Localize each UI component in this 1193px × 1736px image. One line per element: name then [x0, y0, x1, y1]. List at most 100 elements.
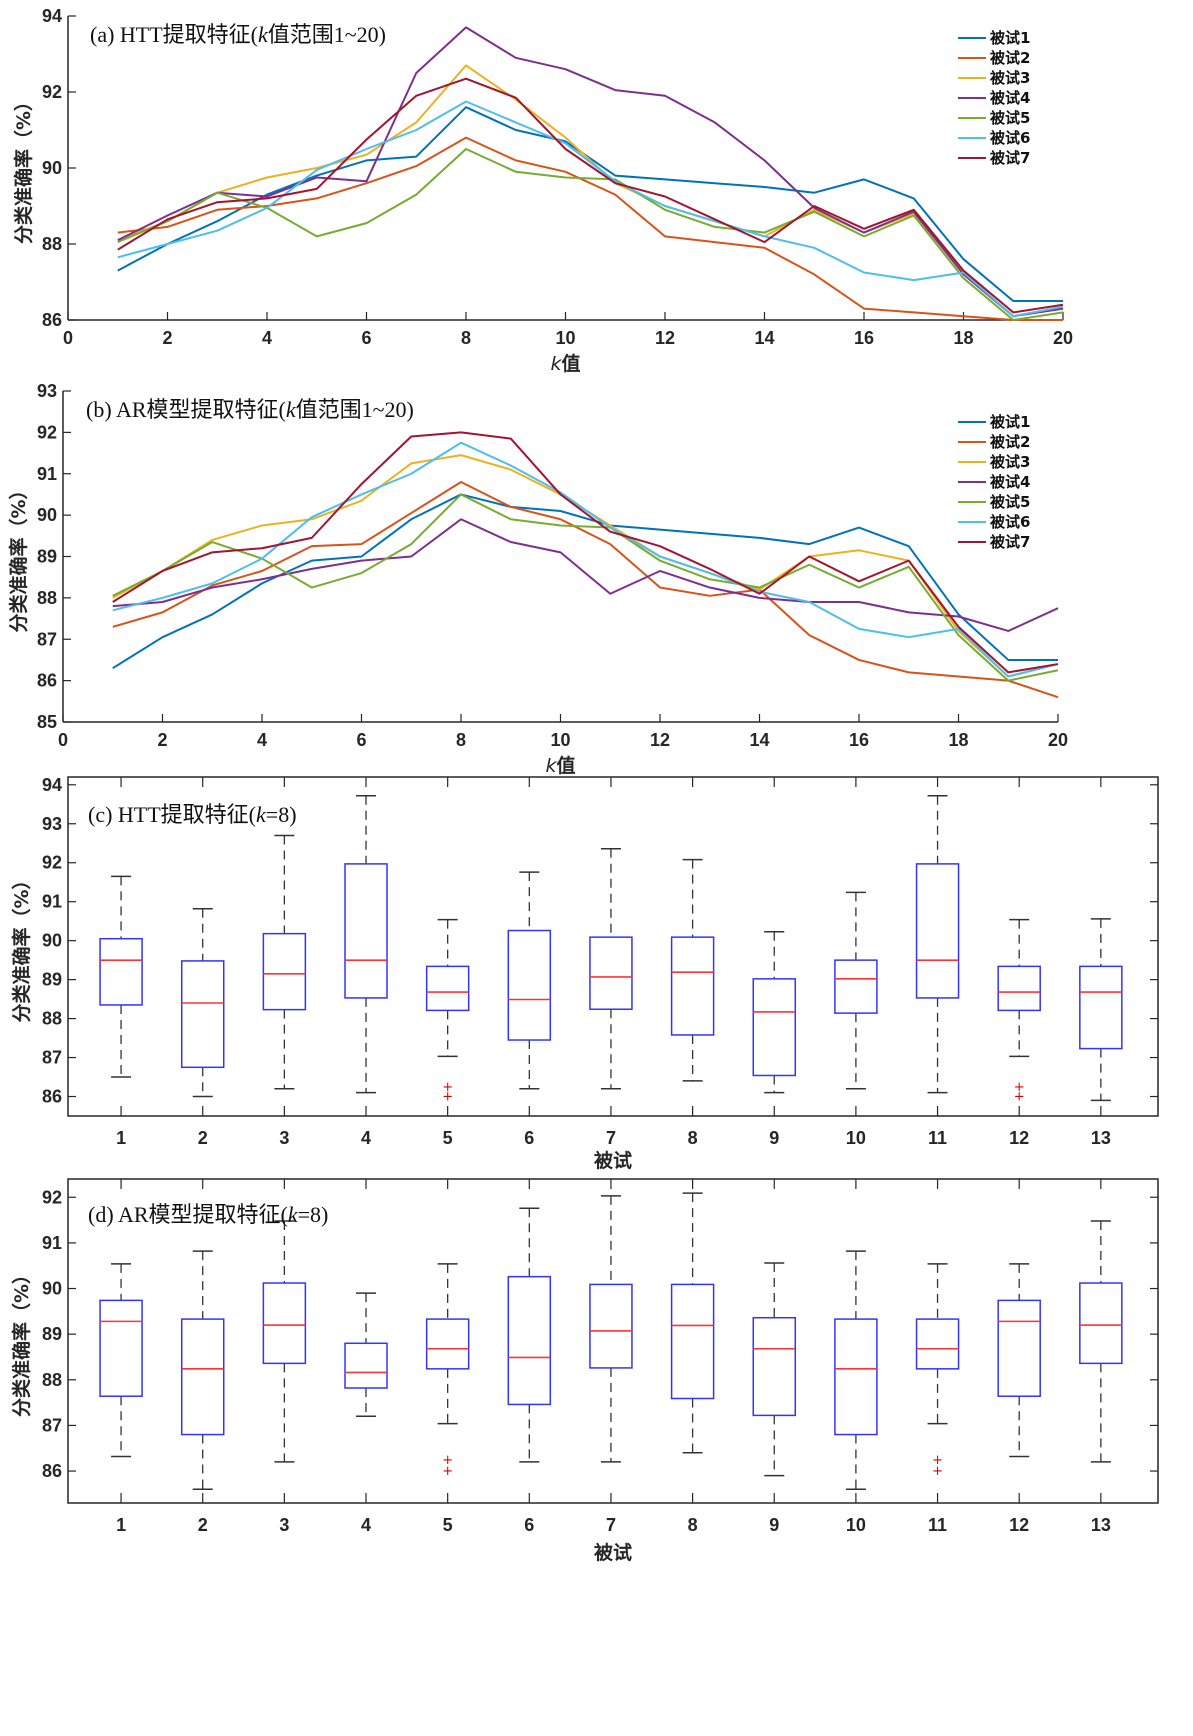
y-tick-label: 92: [42, 1187, 62, 1207]
panel-title-italic: k: [258, 22, 269, 47]
box-5: ++: [425, 1263, 470, 1479]
panel-a: 0 2 4 6 8 10 12 14 16 18 208688909294被试1被试2被试3被试4被…: [12, 6, 1073, 375]
box-8: [670, 1192, 715, 1454]
y-tick-label: 93: [42, 814, 62, 834]
x-tick-label: 10: [550, 730, 570, 750]
iqr-box: [834, 1318, 878, 1436]
series-line-5: [117, 148, 1064, 321]
series-line-3: [112, 454, 1059, 678]
series-line-2: [117, 136, 1063, 321]
x-tick-label: 12: [650, 730, 670, 750]
x-tick-label: 16: [854, 328, 874, 348]
legend-entry: 被试5: [990, 109, 1030, 127]
outlier-marker: +: [932, 1464, 943, 1479]
series-line-4: [117, 26, 1064, 318]
x-tick-label: 2: [157, 730, 167, 750]
y-tick-label: 92: [37, 422, 57, 442]
outlier-marker: +: [442, 1453, 453, 1468]
panel-title: (a) HTT提取特征(k值范围1~20): [90, 22, 386, 47]
series-line-2: [112, 481, 1059, 699]
panel-title-italic: k: [256, 802, 267, 827]
x-tick-label: 4: [361, 1128, 371, 1148]
x-tick-label: 3: [279, 1128, 289, 1148]
iqr-box: [1079, 1282, 1123, 1365]
iqr-box: [99, 1299, 143, 1397]
iqr-box: [834, 959, 878, 1014]
panel-b: 0 2 4 6 8 10 12 14 16 18 20858687888990919293被试1被试…: [7, 381, 1068, 777]
plot-frame: [67, 776, 1159, 1117]
y-tick-label: 87: [37, 629, 57, 649]
box-6: [507, 1207, 552, 1463]
y-axis-label: 分类准确率（%）: [10, 1265, 33, 1417]
x-tick-label: 10: [846, 1128, 866, 1148]
x-tick-label: 5: [443, 1128, 453, 1148]
iqr-box: [1079, 965, 1123, 1050]
box-10: [834, 1250, 878, 1491]
box-11: [915, 794, 960, 1094]
panel-title-suffix: 值范围1~20): [268, 22, 386, 47]
iqr-box: [997, 965, 1041, 1012]
y-tick-label: 94: [42, 6, 62, 26]
box-3: [262, 834, 307, 1090]
series-line-7: [112, 431, 1059, 674]
y-tick-label: 86: [37, 671, 57, 691]
panel-title-suffix: =8): [266, 802, 297, 827]
y-tick-label: 93: [37, 381, 57, 401]
legend-entry: 被试7: [990, 533, 1030, 551]
box-6: [507, 871, 552, 1090]
series-line-7: [117, 77, 1064, 314]
x-tick-label: 11: [928, 1128, 947, 1148]
y-tick-label: 90: [42, 158, 62, 178]
panel-title: (b) AR模型提取特征(k值范围1~20): [86, 397, 414, 422]
y-tick-label: 85: [37, 712, 57, 732]
x-label-italic: k: [545, 755, 557, 777]
x-axis-label: k值: [550, 352, 580, 375]
outlier-marker: +: [932, 1453, 943, 1468]
box-9: [752, 1262, 797, 1477]
y-tick-label: 91: [42, 1233, 62, 1253]
panel-title: (c) HTT提取特征(k=8): [88, 802, 297, 827]
legend-entry: 被试5: [990, 493, 1030, 511]
x-label-italic: k: [550, 353, 562, 375]
iqr-box: [99, 937, 143, 1006]
y-axis-label: 分类准确率（%）: [10, 870, 33, 1022]
y-tick-label: 89: [42, 970, 62, 990]
box-2: [180, 907, 225, 1098]
iqr-box: [997, 1299, 1041, 1397]
y-axis-label: 分类准确率（%）: [7, 480, 30, 632]
y-tick-label: 94: [42, 775, 62, 795]
x-tick-label: 14: [749, 730, 769, 750]
iqr-box: [180, 1318, 225, 1436]
x-tick-label: 9: [769, 1515, 779, 1535]
iqr-box: [670, 1283, 715, 1400]
y-tick-label: 91: [37, 464, 57, 484]
box-5: ++: [425, 918, 470, 1105]
series-line-5: [112, 493, 1059, 682]
iqr-box: [262, 932, 307, 1011]
iqr-box: [915, 1318, 960, 1370]
panel-title-italic: k: [286, 397, 297, 422]
legend-entry: 被试1: [990, 29, 1030, 47]
x-tick-label: 20: [1048, 730, 1068, 750]
y-tick-label: 88: [42, 234, 62, 254]
iqr-box: [507, 1275, 552, 1406]
legend-entry: 被试2: [990, 49, 1030, 67]
x-tick-label: 8: [688, 1128, 698, 1148]
iqr-box: [425, 1318, 470, 1370]
panel-title-italic: k: [288, 1202, 299, 1227]
y-tick-label: 92: [42, 82, 62, 102]
x-axis-label: 被试: [594, 1149, 632, 1172]
box-13: [1079, 918, 1123, 1102]
y-tick-label: 88: [42, 1009, 62, 1029]
x-tick-label: 18: [948, 730, 968, 750]
x-tick-label: 8: [688, 1515, 698, 1535]
iqr-box: [180, 960, 225, 1069]
x-tick-label: 0: [58, 730, 68, 750]
x-tick-label: 1: [116, 1515, 126, 1535]
legend-entry: 被试2: [990, 433, 1030, 451]
box-4: [344, 1292, 388, 1418]
x-tick-label: 8: [461, 328, 471, 348]
x-tick-label: 2: [198, 1515, 208, 1535]
x-tick-label: 4: [361, 1515, 371, 1535]
iqr-box: [262, 1282, 307, 1365]
